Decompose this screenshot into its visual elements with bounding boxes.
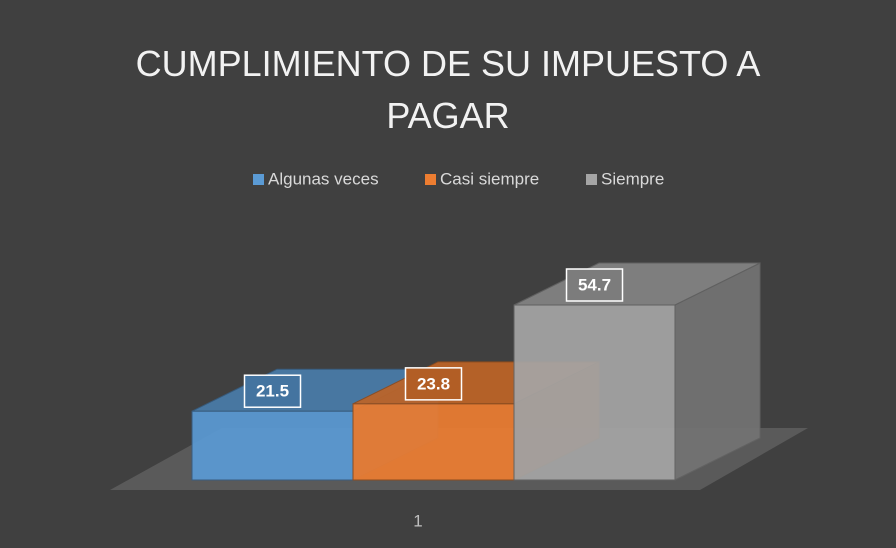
- chart-title: CUMPLIMIENTO DE SU IMPUESTO A PAGAR: [135, 43, 761, 136]
- legend-label: Algunas veces: [268, 169, 379, 188]
- bar-front: [352, 403, 515, 481]
- x-tick-label: 1: [413, 511, 422, 530]
- legend-swatch: [586, 174, 597, 185]
- bar: [513, 262, 761, 481]
- data-label-box: [243, 374, 302, 408]
- legend-swatch: [425, 174, 436, 185]
- bar-front: [191, 410, 354, 481]
- data-label: 54.7: [578, 275, 611, 294]
- data-label-box: [565, 268, 624, 302]
- data-label: 23.8: [417, 374, 450, 393]
- legend-label: Casi siempre: [440, 169, 539, 188]
- bar-front: [513, 304, 676, 481]
- data-label: 21.5: [256, 382, 289, 401]
- legend-label: Siempre: [601, 169, 664, 188]
- data-label-box: [404, 367, 463, 401]
- legend-swatch: [253, 174, 264, 185]
